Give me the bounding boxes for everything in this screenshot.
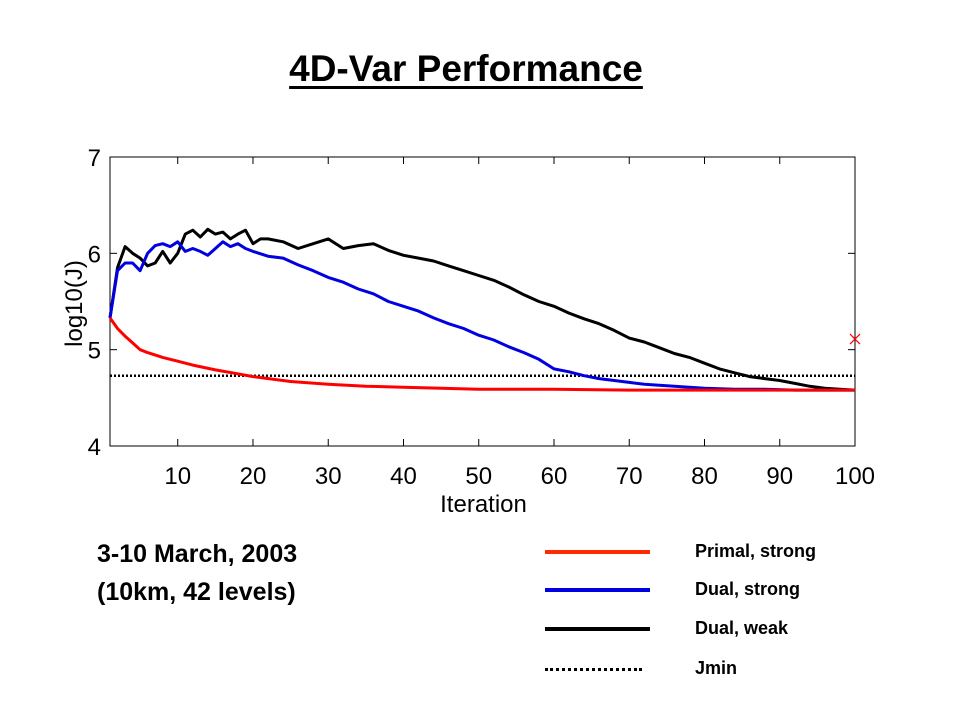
legend-label-primal-strong: Primal, strong: [695, 541, 817, 561]
x-tick-label: 70: [616, 463, 643, 490]
legend-label-dual-strong: Dual, strong: [695, 579, 801, 599]
legend-swatch-primal-strong: [545, 550, 650, 554]
subtitle-line-1: 3-10 March, 2003: [97, 540, 298, 568]
y-tick-label: 5: [88, 338, 101, 365]
series-line-dual-weak: [108, 227, 856, 392]
x-tick-label: 90: [766, 463, 793, 490]
legend-swatch-dual-weak: [545, 627, 650, 631]
x-tick-label: 50: [465, 463, 492, 490]
x-tick-label: 80: [691, 463, 718, 490]
plot-area: 10 20 30 40 50 60 70 80 90 100 4 5 6 7 Iteration log10(…: [61, 145, 875, 518]
y-tick-label: 7: [88, 145, 101, 172]
x-tick-label: 40: [390, 463, 417, 490]
x-tick-label: 60: [541, 463, 568, 490]
page-title: 4D-Var Performance: [289, 48, 643, 89]
series-line-dual-strong: [108, 240, 855, 392]
series-line-primal-strong: [108, 317, 855, 392]
y-axis-label: log10(J): [61, 260, 88, 347]
legend-item-jmin: Jmin: [545, 654, 885, 684]
subtitle-line-2: (10km, 42 levels): [97, 578, 296, 606]
x-axis-label: Iteration: [440, 491, 527, 518]
legend-label-jmin: Jmin: [695, 658, 738, 678]
x-tick-label: 100: [835, 463, 875, 490]
x-tick-label: 20: [240, 463, 267, 490]
legend-item-dual-weak: Dual, weak: [545, 614, 885, 644]
plot-frame: [109, 156, 856, 447]
x-tick-label: 30: [315, 463, 342, 490]
x-marker: [849, 333, 861, 345]
legend-swatch-jmin: [545, 668, 642, 671]
y-tick-label: 6: [88, 241, 101, 268]
legend-item-primal-strong: Primal, strong: [545, 537, 885, 567]
legend-swatch-dual-strong: [545, 588, 650, 592]
legend-item-dual-strong: Dual, strong: [545, 575, 885, 605]
legend-label-dual-weak: Dual, weak: [695, 618, 789, 638]
y-tick-label: 4: [88, 434, 101, 461]
x-tick-label: 10: [164, 463, 191, 490]
